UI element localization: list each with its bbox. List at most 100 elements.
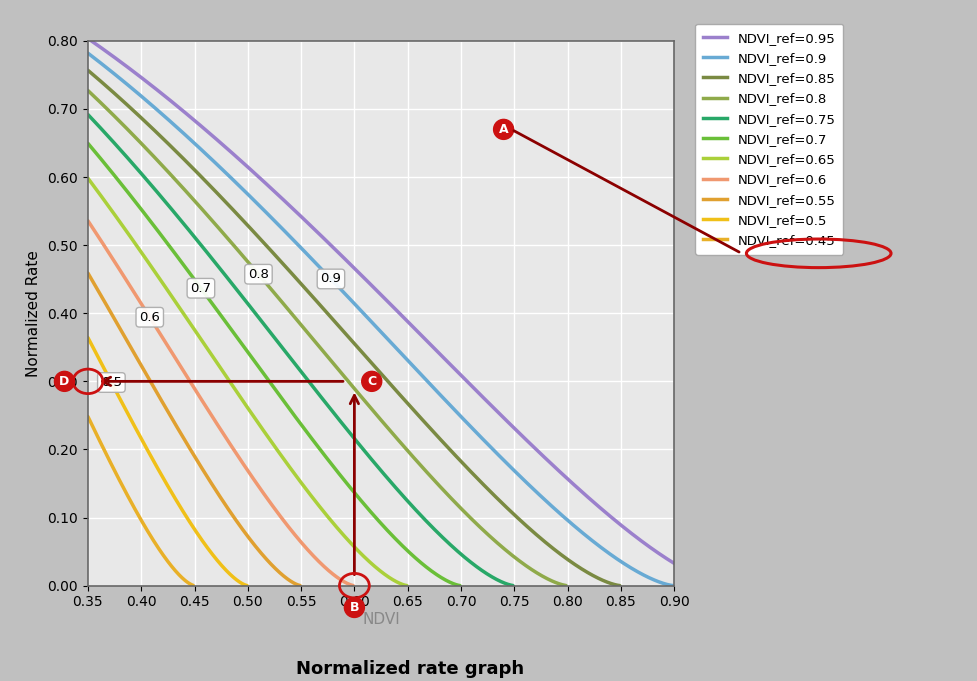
NDVI_ref=0.85: [606, 580, 617, 588]
NDVI_ref=0.65: [180, 313, 191, 321]
NDVI_ref=0.95: [82, 35, 94, 43]
NDVI_ref=0.45: [138, 520, 149, 528]
NDVI_ref=0.8: [529, 567, 540, 575]
NDVI_ref=0.9: [317, 266, 328, 274]
NDVI_ref=0.8: [138, 142, 149, 150]
NDVI_ref=0.45: [114, 477, 126, 486]
NDVI_ref=0.7: [198, 288, 210, 296]
NDVI_ref=0.45: [133, 511, 145, 520]
Line: NDVI_ref=0.75: NDVI_ref=0.75: [88, 114, 513, 586]
NDVI_ref=0.75: [507, 582, 519, 590]
NDVI_ref=0.85: [381, 376, 393, 384]
Legend: NDVI_ref=0.95, NDVI_ref=0.9, NDVI_ref=0.85, NDVI_ref=0.8, NDVI_ref=0.75, NDVI_re: NDVI_ref=0.95, NDVI_ref=0.9, NDVI_ref=0.…: [696, 24, 843, 255]
NDVI_ref=0.75: [237, 294, 249, 302]
Line: NDVI_ref=0.6: NDVI_ref=0.6: [88, 221, 353, 586]
Line: NDVI_ref=0.7: NDVI_ref=0.7: [88, 143, 460, 586]
NDVI_ref=0.8: [82, 86, 94, 95]
Text: B: B: [350, 601, 360, 614]
NDVI_ref=0.8: [368, 408, 380, 416]
NDVI_ref=0.6: [249, 477, 261, 486]
NDVI_ref=0.75: [82, 110, 94, 118]
Text: C: C: [367, 375, 376, 388]
NDVI_ref=0.75: [336, 419, 348, 427]
NDVI_ref=0.95: [596, 505, 608, 513]
NDVI_ref=0.6: [82, 217, 94, 225]
NDVI_ref=0.75: [93, 123, 105, 131]
Text: 0.6: 0.6: [140, 311, 160, 323]
NDVI_ref=0.85: [361, 354, 373, 362]
NDVI_ref=0.95: [462, 379, 474, 387]
NDVI_ref=0.95: [679, 565, 691, 573]
NDVI_ref=0.5: [241, 582, 253, 590]
NDVI_ref=0.5: [162, 482, 174, 490]
Line: NDVI_ref=0.55: NDVI_ref=0.55: [88, 273, 300, 586]
NDVI_ref=0.95: [429, 345, 441, 353]
NDVI_ref=0.7: [150, 224, 162, 232]
NDVI_ref=0.65: [103, 202, 114, 210]
NDVI_ref=0.9: [667, 582, 679, 590]
Y-axis label: Normalized Rate: Normalized Rate: [25, 250, 40, 377]
NDVI_ref=0.55: [118, 331, 130, 339]
NDVI_ref=0.55: [215, 494, 227, 502]
Text: D: D: [60, 375, 69, 388]
NDVI_ref=0.95: [534, 449, 546, 458]
Line: NDVI_ref=0.9: NDVI_ref=0.9: [88, 53, 673, 586]
NDVI_ref=0.5: [205, 549, 217, 557]
NDVI_ref=0.85: [570, 561, 581, 569]
NDVI_ref=0.8: [92, 95, 104, 104]
NDVI_ref=0.8: [410, 457, 422, 465]
Text: 0.9: 0.9: [320, 272, 341, 285]
NDVI_ref=0.75: [141, 176, 152, 184]
NDVI_ref=0.45: [176, 573, 188, 581]
NDVI_ref=0.75: [87, 115, 99, 123]
NDVI_ref=0.55: [294, 582, 306, 590]
NDVI_ref=0.5: [182, 514, 193, 522]
Text: A: A: [499, 123, 508, 136]
NDVI_ref=0.55: [179, 437, 191, 445]
NDVI_ref=0.65: [82, 174, 94, 183]
NDVI_ref=0.55: [82, 269, 94, 277]
NDVI_ref=0.65: [120, 227, 132, 235]
NDVI_ref=0.55: [258, 552, 270, 560]
NDVI_ref=0.7: [409, 554, 421, 562]
Text: 0.7: 0.7: [191, 282, 211, 295]
NDVI_ref=0.5: [140, 442, 151, 450]
NDVI_ref=0.45: [149, 538, 160, 546]
NDVI_ref=0.9: [82, 49, 94, 57]
NDVI_ref=0.85: [448, 451, 460, 459]
NDVI_ref=0.7: [126, 193, 138, 202]
NDVI_ref=0.85: [82, 66, 94, 74]
Text: Normalized rate graph: Normalized rate graph: [296, 660, 525, 678]
NDVI_ref=0.6: [347, 582, 359, 590]
NDVI_ref=0.5: [82, 334, 94, 342]
NDVI_ref=0.45: [188, 582, 199, 590]
NDVI_ref=0.65: [312, 501, 323, 509]
NDVI_ref=0.9: [583, 534, 595, 542]
NDVI_ref=0.9: [273, 221, 284, 229]
X-axis label: NDVI: NDVI: [362, 612, 400, 627]
Line: NDVI_ref=0.65: NDVI_ref=0.65: [88, 178, 406, 586]
NDVI_ref=0.6: [263, 496, 275, 505]
NDVI_ref=0.85: [299, 285, 311, 293]
NDVI_ref=0.85: [614, 582, 625, 590]
NDVI_ref=0.6: [331, 573, 343, 581]
NDVI_ref=0.65: [285, 465, 297, 473]
Line: NDVI_ref=0.85: NDVI_ref=0.85: [88, 70, 619, 586]
NDVI_ref=0.6: [99, 242, 110, 250]
NDVI_ref=0.45: [82, 413, 94, 421]
NDVI_ref=0.75: [120, 152, 132, 160]
NDVI_ref=0.7: [82, 139, 94, 147]
NDVI_ref=0.5: [222, 568, 234, 576]
NDVI_ref=0.7: [274, 391, 285, 399]
NDVI_ref=0.6: [239, 462, 251, 471]
Line: NDVI_ref=0.8: NDVI_ref=0.8: [88, 91, 566, 586]
NDVI_ref=0.65: [255, 424, 267, 432]
NDVI_ref=0.8: [375, 415, 387, 424]
NDVI_ref=0.45: [150, 541, 162, 550]
Line: NDVI_ref=0.45: NDVI_ref=0.45: [88, 417, 193, 586]
Text: 0.8: 0.8: [248, 268, 269, 281]
NDVI_ref=0.8: [560, 582, 572, 590]
NDVI_ref=0.5: [150, 461, 162, 469]
NDVI_ref=0.9: [413, 369, 425, 377]
Line: NDVI_ref=0.5: NDVI_ref=0.5: [88, 338, 247, 586]
